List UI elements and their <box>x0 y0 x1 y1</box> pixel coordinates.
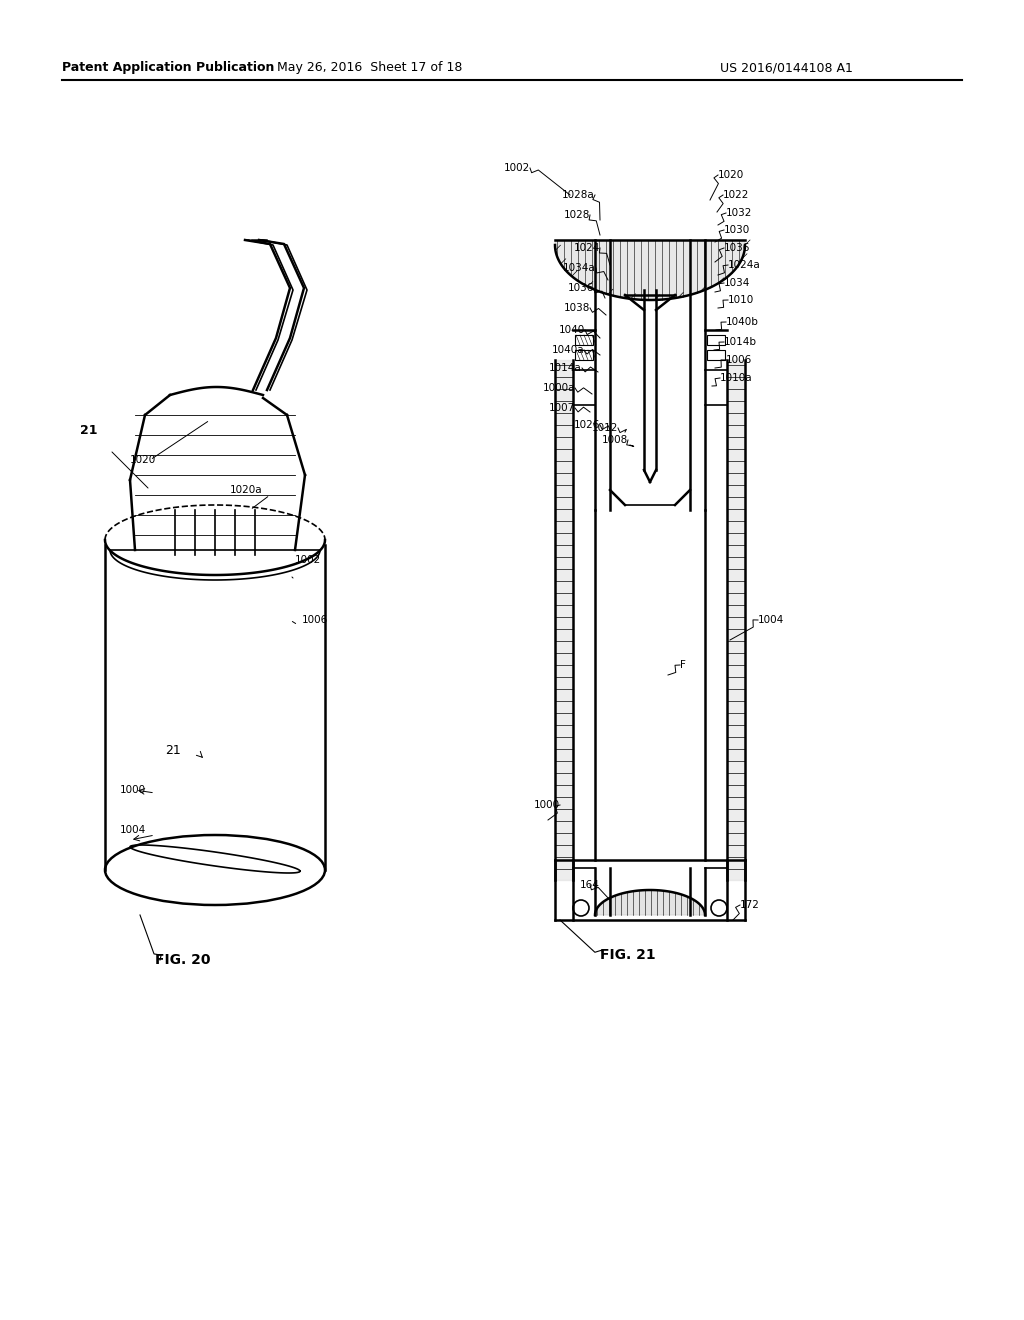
Text: 1004: 1004 <box>120 825 146 836</box>
Text: 1036: 1036 <box>724 243 751 253</box>
Text: 1032: 1032 <box>726 209 753 218</box>
Text: 1006: 1006 <box>302 615 329 624</box>
Text: 1030: 1030 <box>724 224 751 235</box>
Text: 1040: 1040 <box>559 325 585 335</box>
Text: 1006: 1006 <box>726 355 753 366</box>
Text: 1008: 1008 <box>602 436 628 445</box>
Text: 1010: 1010 <box>728 294 755 305</box>
Polygon shape <box>595 890 705 915</box>
Text: 1000a: 1000a <box>543 383 575 393</box>
Text: 1040a: 1040a <box>551 345 584 355</box>
Text: 1002: 1002 <box>295 554 322 565</box>
Text: 1014a: 1014a <box>549 363 582 374</box>
Text: 21: 21 <box>165 743 181 756</box>
Text: 1014b: 1014b <box>724 337 757 347</box>
Text: 1007: 1007 <box>549 403 575 413</box>
Bar <box>575 350 593 360</box>
Text: 1034: 1034 <box>724 279 751 288</box>
Text: 1024a: 1024a <box>728 260 761 271</box>
Text: 1000: 1000 <box>120 785 146 795</box>
Text: FIG. 20: FIG. 20 <box>155 953 211 968</box>
Text: F: F <box>680 660 686 671</box>
Text: Patent Application Publication: Patent Application Publication <box>62 62 274 74</box>
Text: 1036: 1036 <box>567 282 594 293</box>
Text: US 2016/0144108 A1: US 2016/0144108 A1 <box>720 62 853 74</box>
Bar <box>575 335 593 345</box>
Polygon shape <box>555 240 745 300</box>
Bar <box>707 350 725 360</box>
Bar <box>707 335 725 345</box>
Text: 1010a: 1010a <box>720 374 753 383</box>
Text: 1028: 1028 <box>563 210 590 220</box>
Text: 1034a: 1034a <box>563 263 596 273</box>
Text: 1000: 1000 <box>534 800 560 810</box>
Text: 21: 21 <box>80 424 97 437</box>
Text: 1020: 1020 <box>130 455 157 465</box>
Text: 164: 164 <box>580 880 600 890</box>
Text: 1020: 1020 <box>718 170 744 180</box>
Text: 1038: 1038 <box>563 304 590 313</box>
Text: 1024: 1024 <box>573 243 600 253</box>
Text: 1022: 1022 <box>723 190 750 201</box>
Text: 1040b: 1040b <box>726 317 759 327</box>
Text: May 26, 2016  Sheet 17 of 18: May 26, 2016 Sheet 17 of 18 <box>278 62 463 74</box>
Text: 1020a: 1020a <box>230 484 262 495</box>
Text: 1004: 1004 <box>758 615 784 624</box>
Text: 1028a: 1028a <box>562 190 595 201</box>
Text: 1002: 1002 <box>504 162 530 173</box>
Text: 1026: 1026 <box>573 420 600 430</box>
Text: FIG. 21: FIG. 21 <box>600 948 655 962</box>
Text: 1012: 1012 <box>592 422 618 433</box>
Text: 172: 172 <box>740 900 760 909</box>
